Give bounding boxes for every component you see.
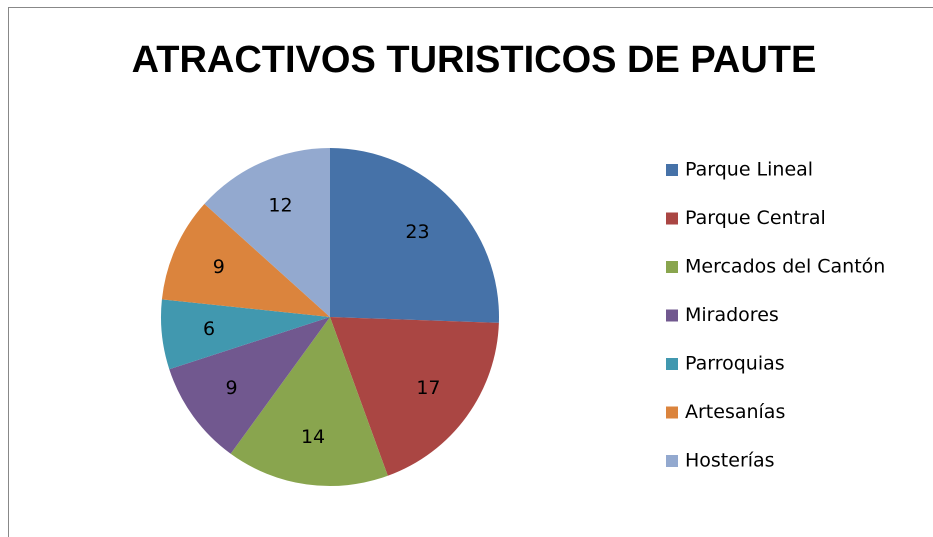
legend-swatch <box>666 261 678 273</box>
legend-swatch <box>666 406 678 419</box>
legend-label: Parque Central <box>685 207 826 229</box>
data-label: 9 <box>213 256 225 278</box>
data-label: 12 <box>268 194 292 216</box>
pie-slice <box>160 299 330 370</box>
pie-slice <box>330 317 499 476</box>
legend-label: Miradores <box>685 304 779 326</box>
data-label: 23 <box>405 221 429 243</box>
legend-swatch <box>666 455 678 467</box>
legend-label: Parque Lineal <box>685 159 813 181</box>
data-label: 14 <box>301 426 325 448</box>
legend-swatch <box>666 358 678 370</box>
pie-slice <box>204 148 330 317</box>
legend-label: Mercados del Cantón <box>685 256 885 278</box>
legend-swatch <box>666 309 678 322</box>
data-label: 6 <box>203 318 215 340</box>
pie-slice <box>161 203 330 317</box>
pie-slice <box>169 317 330 454</box>
legend-swatch <box>666 164 678 176</box>
chart-title: ATRACTIVOS TURISTICOS DE PAUTE <box>132 39 817 81</box>
legend-label: Artesanías <box>685 401 785 423</box>
pie-slice <box>230 317 388 486</box>
legend-label: Parroquias <box>685 353 785 375</box>
legend-label: Hosterías <box>685 450 775 472</box>
data-label: 9 <box>226 377 238 399</box>
data-label: 17 <box>416 377 440 399</box>
pie-slice <box>330 148 500 323</box>
legend-swatch <box>666 212 678 225</box>
